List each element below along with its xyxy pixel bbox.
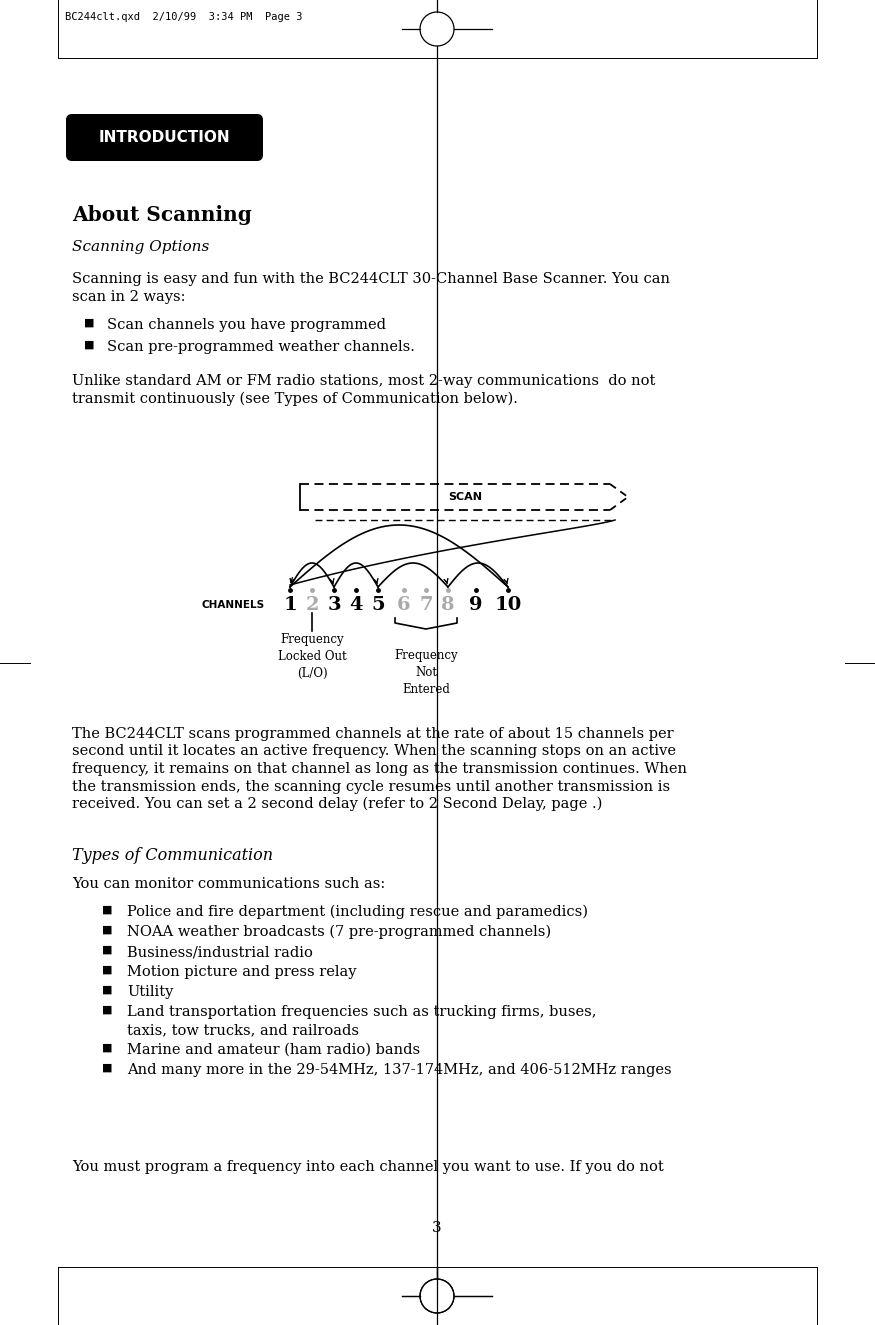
Text: received. You can set a 2 second delay (refer to 2 Second Delay, page .): received. You can set a 2 second delay (… <box>72 798 602 811</box>
Text: 5: 5 <box>371 596 385 613</box>
Text: ■: ■ <box>102 1043 113 1053</box>
Text: 3: 3 <box>327 596 341 613</box>
Text: 2: 2 <box>305 596 318 613</box>
Text: Land transportation frequencies such as trucking firms, buses,: Land transportation frequencies such as … <box>127 1004 597 1019</box>
Text: ■: ■ <box>102 945 113 955</box>
Text: the transmission ends, the scanning cycle resumes until another transmission is: the transmission ends, the scanning cycl… <box>72 779 670 794</box>
Text: Marine and amateur (ham radio) bands: Marine and amateur (ham radio) bands <box>127 1043 420 1057</box>
Text: 6: 6 <box>397 596 411 613</box>
Text: transmit continuously (see Types of Communication below).: transmit continuously (see Types of Comm… <box>72 392 518 407</box>
Text: 7: 7 <box>419 596 433 613</box>
Text: frequency, it remains on that channel as long as the transmission continues. Whe: frequency, it remains on that channel as… <box>72 762 687 776</box>
Text: taxis, tow trucks, and railroads: taxis, tow trucks, and railroads <box>127 1023 359 1037</box>
Text: The BC244CLT scans programmed channels at the rate of about 15 channels per: The BC244CLT scans programmed channels a… <box>72 727 674 741</box>
Text: Frequency
Locked Out
(L/O): Frequency Locked Out (L/O) <box>277 633 346 680</box>
Text: Unlike standard AM or FM radio stations, most 2-way communications  do not: Unlike standard AM or FM radio stations,… <box>72 374 655 388</box>
Text: scan in 2 ways:: scan in 2 ways: <box>72 290 186 303</box>
Text: Scan pre-programmed weather channels.: Scan pre-programmed weather channels. <box>107 341 415 354</box>
Text: 3: 3 <box>432 1222 442 1235</box>
Text: Police and fire department (including rescue and paramedics): Police and fire department (including re… <box>127 905 588 920</box>
Text: You must program a frequency into each channel you want to use. If you do not: You must program a frequency into each c… <box>72 1159 664 1174</box>
Text: Scanning is easy and fun with the BC244CLT 30-Channel Base Scanner. You can: Scanning is easy and fun with the BC244C… <box>72 272 670 286</box>
Text: CHANNELS: CHANNELS <box>202 600 265 610</box>
Text: ■: ■ <box>102 1004 113 1015</box>
Text: Scan channels you have programmed: Scan channels you have programmed <box>107 318 386 333</box>
Text: And many more in the 29-54MHz, 137-174MHz, and 406-512MHz ranges: And many more in the 29-54MHz, 137-174MH… <box>127 1063 672 1077</box>
Text: Utility: Utility <box>127 984 173 999</box>
Text: ■: ■ <box>84 318 94 329</box>
Text: Scanning Options: Scanning Options <box>72 240 209 254</box>
Text: About Scanning: About Scanning <box>72 205 252 225</box>
Text: INTRODUCTION: INTRODUCTION <box>99 130 230 144</box>
FancyBboxPatch shape <box>66 114 263 162</box>
Text: SCAN: SCAN <box>448 492 482 502</box>
Text: 8: 8 <box>441 596 455 613</box>
Text: 4: 4 <box>349 596 363 613</box>
Text: ■: ■ <box>102 905 113 916</box>
Text: 1: 1 <box>284 596 297 613</box>
Text: NOAA weather broadcasts (7 pre-programmed channels): NOAA weather broadcasts (7 pre-programme… <box>127 925 551 939</box>
Text: Business/industrial radio: Business/industrial radio <box>127 945 313 959</box>
Text: second until it locates an active frequency. When the scanning stops on an activ: second until it locates an active freque… <box>72 745 676 758</box>
Text: ■: ■ <box>102 965 113 975</box>
Text: Frequency
Not
Entered: Frequency Not Entered <box>394 649 458 696</box>
Text: Motion picture and press relay: Motion picture and press relay <box>127 965 356 979</box>
Text: You can monitor communications such as:: You can monitor communications such as: <box>72 877 385 890</box>
Text: ■: ■ <box>102 984 113 995</box>
Text: 9: 9 <box>469 596 483 613</box>
Text: ■: ■ <box>102 1063 113 1073</box>
Text: 10: 10 <box>494 596 522 613</box>
Text: ■: ■ <box>84 341 94 350</box>
Text: Types of Communication: Types of Communication <box>72 847 273 864</box>
Text: ■: ■ <box>102 925 113 935</box>
Text: BC244clt.qxd  2/10/99  3:34 PM  Page 3: BC244clt.qxd 2/10/99 3:34 PM Page 3 <box>65 12 303 23</box>
